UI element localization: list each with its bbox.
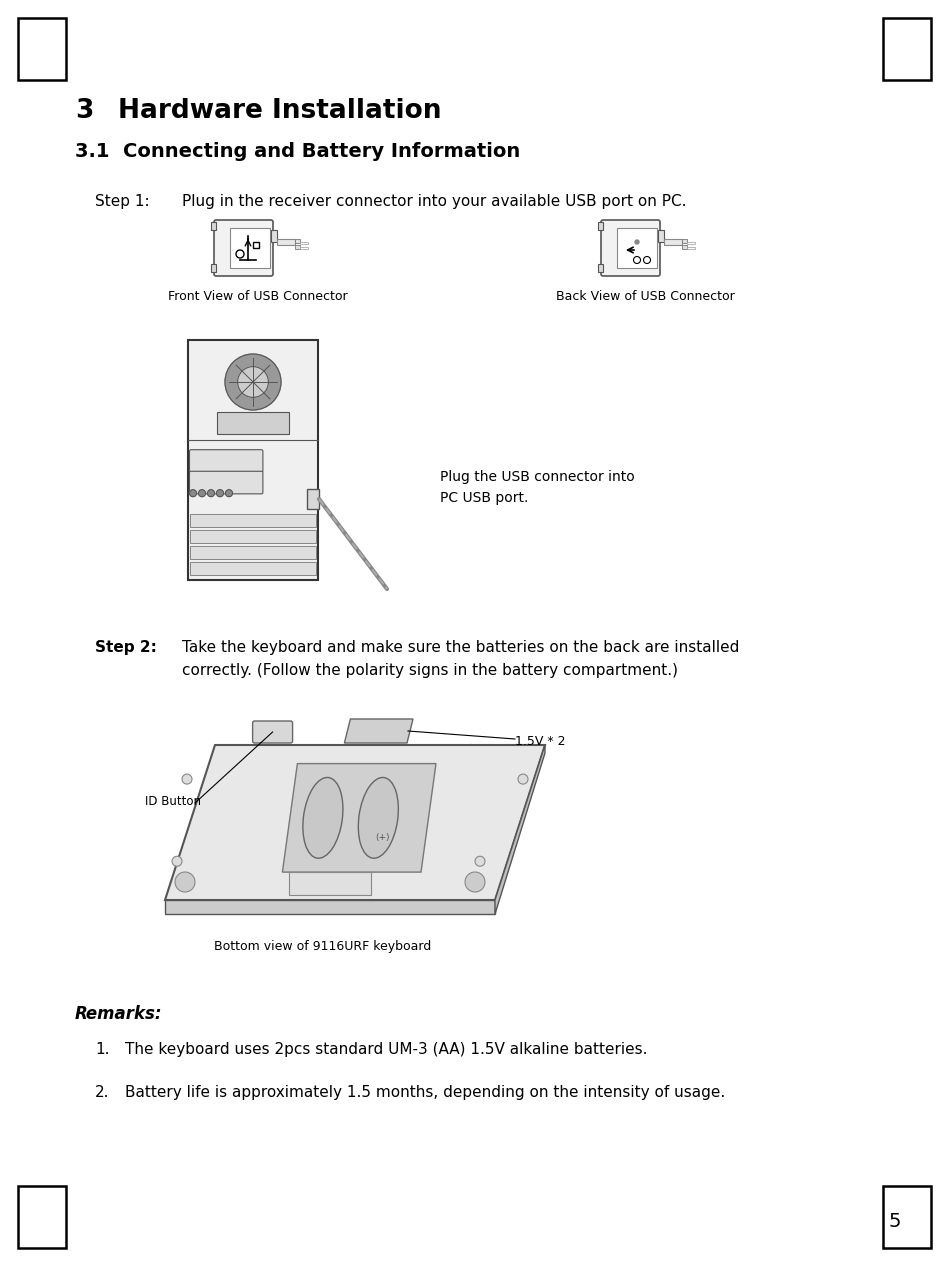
Bar — [190, 547, 316, 560]
Bar — [230, 228, 270, 268]
Bar — [687, 247, 695, 249]
Text: ID Button: ID Button — [145, 795, 201, 808]
Bar — [307, 489, 319, 509]
Bar — [300, 247, 308, 249]
Circle shape — [216, 490, 224, 496]
Bar — [217, 411, 288, 434]
Bar — [18, 18, 66, 80]
Bar — [253, 242, 259, 248]
Text: Step 2:: Step 2: — [95, 641, 157, 655]
Bar — [687, 242, 695, 244]
Polygon shape — [165, 900, 495, 914]
Circle shape — [190, 490, 196, 496]
Polygon shape — [344, 719, 413, 743]
Circle shape — [172, 856, 182, 866]
Text: 3.1  Connecting and Battery Information: 3.1 Connecting and Battery Information — [75, 142, 520, 161]
Text: 3: 3 — [75, 97, 93, 124]
Text: Plug in the receiver connector into your available USB port on PC.: Plug in the receiver connector into your… — [182, 194, 686, 209]
FancyBboxPatch shape — [214, 220, 273, 276]
Bar — [271, 230, 277, 242]
Bar — [617, 228, 657, 268]
Bar — [190, 562, 316, 575]
Circle shape — [198, 490, 206, 496]
Bar — [598, 222, 603, 230]
Bar — [295, 239, 300, 243]
Circle shape — [182, 774, 192, 784]
Polygon shape — [495, 744, 545, 914]
Bar — [883, 18, 931, 80]
Text: Remarks:: Remarks: — [75, 1005, 162, 1023]
Bar — [277, 239, 295, 246]
Circle shape — [208, 490, 214, 496]
FancyBboxPatch shape — [252, 722, 292, 743]
Circle shape — [635, 241, 639, 244]
Circle shape — [175, 872, 195, 893]
Bar — [295, 246, 300, 249]
Text: Step 1:: Step 1: — [95, 194, 150, 209]
Bar — [190, 530, 316, 543]
Bar — [658, 230, 664, 242]
Text: 1.: 1. — [95, 1042, 109, 1057]
Text: correctly. (Follow the polarity signs in the battery compartment.): correctly. (Follow the polarity signs in… — [182, 663, 678, 679]
Bar — [682, 246, 687, 249]
Circle shape — [465, 872, 485, 893]
Text: Front View of USB Connector: Front View of USB Connector — [168, 290, 348, 303]
Ellipse shape — [359, 777, 399, 858]
Text: The keyboard uses 2pcs standard UM-3 (AA) 1.5V alkaline batteries.: The keyboard uses 2pcs standard UM-3 (AA… — [125, 1042, 647, 1057]
Polygon shape — [283, 763, 436, 872]
Bar — [18, 1186, 66, 1248]
Text: 5: 5 — [889, 1212, 902, 1231]
Circle shape — [225, 354, 281, 410]
Text: Take the keyboard and make sure the batteries on the back are installed: Take the keyboard and make sure the batt… — [182, 641, 739, 655]
FancyBboxPatch shape — [190, 471, 263, 494]
Bar — [664, 239, 682, 246]
Bar — [883, 1186, 931, 1248]
Bar — [211, 222, 216, 230]
Bar — [288, 872, 371, 895]
Bar — [598, 265, 603, 272]
Text: (+): (+) — [375, 833, 390, 842]
Bar — [300, 242, 308, 244]
Bar — [682, 239, 687, 243]
Text: Hardware Installation: Hardware Installation — [118, 97, 441, 124]
Text: 2.: 2. — [95, 1085, 109, 1100]
Bar — [190, 514, 316, 527]
Text: Plug the USB connector into
PC USB port.: Plug the USB connector into PC USB port. — [440, 470, 635, 505]
Circle shape — [226, 490, 233, 496]
FancyBboxPatch shape — [601, 220, 660, 276]
Bar — [188, 341, 318, 580]
Circle shape — [237, 367, 269, 398]
Bar — [211, 265, 216, 272]
Circle shape — [518, 774, 528, 784]
Text: Back View of USB Connector: Back View of USB Connector — [555, 290, 735, 303]
Circle shape — [475, 856, 485, 866]
Text: Battery life is approximately 1.5 months, depending on the intensity of usage.: Battery life is approximately 1.5 months… — [125, 1085, 725, 1100]
Text: 1.5V * 2: 1.5V * 2 — [515, 736, 566, 748]
FancyBboxPatch shape — [190, 449, 263, 472]
Polygon shape — [165, 744, 545, 900]
Text: Bottom view of 9116URF keyboard: Bottom view of 9116URF keyboard — [214, 939, 432, 953]
Ellipse shape — [303, 777, 343, 858]
